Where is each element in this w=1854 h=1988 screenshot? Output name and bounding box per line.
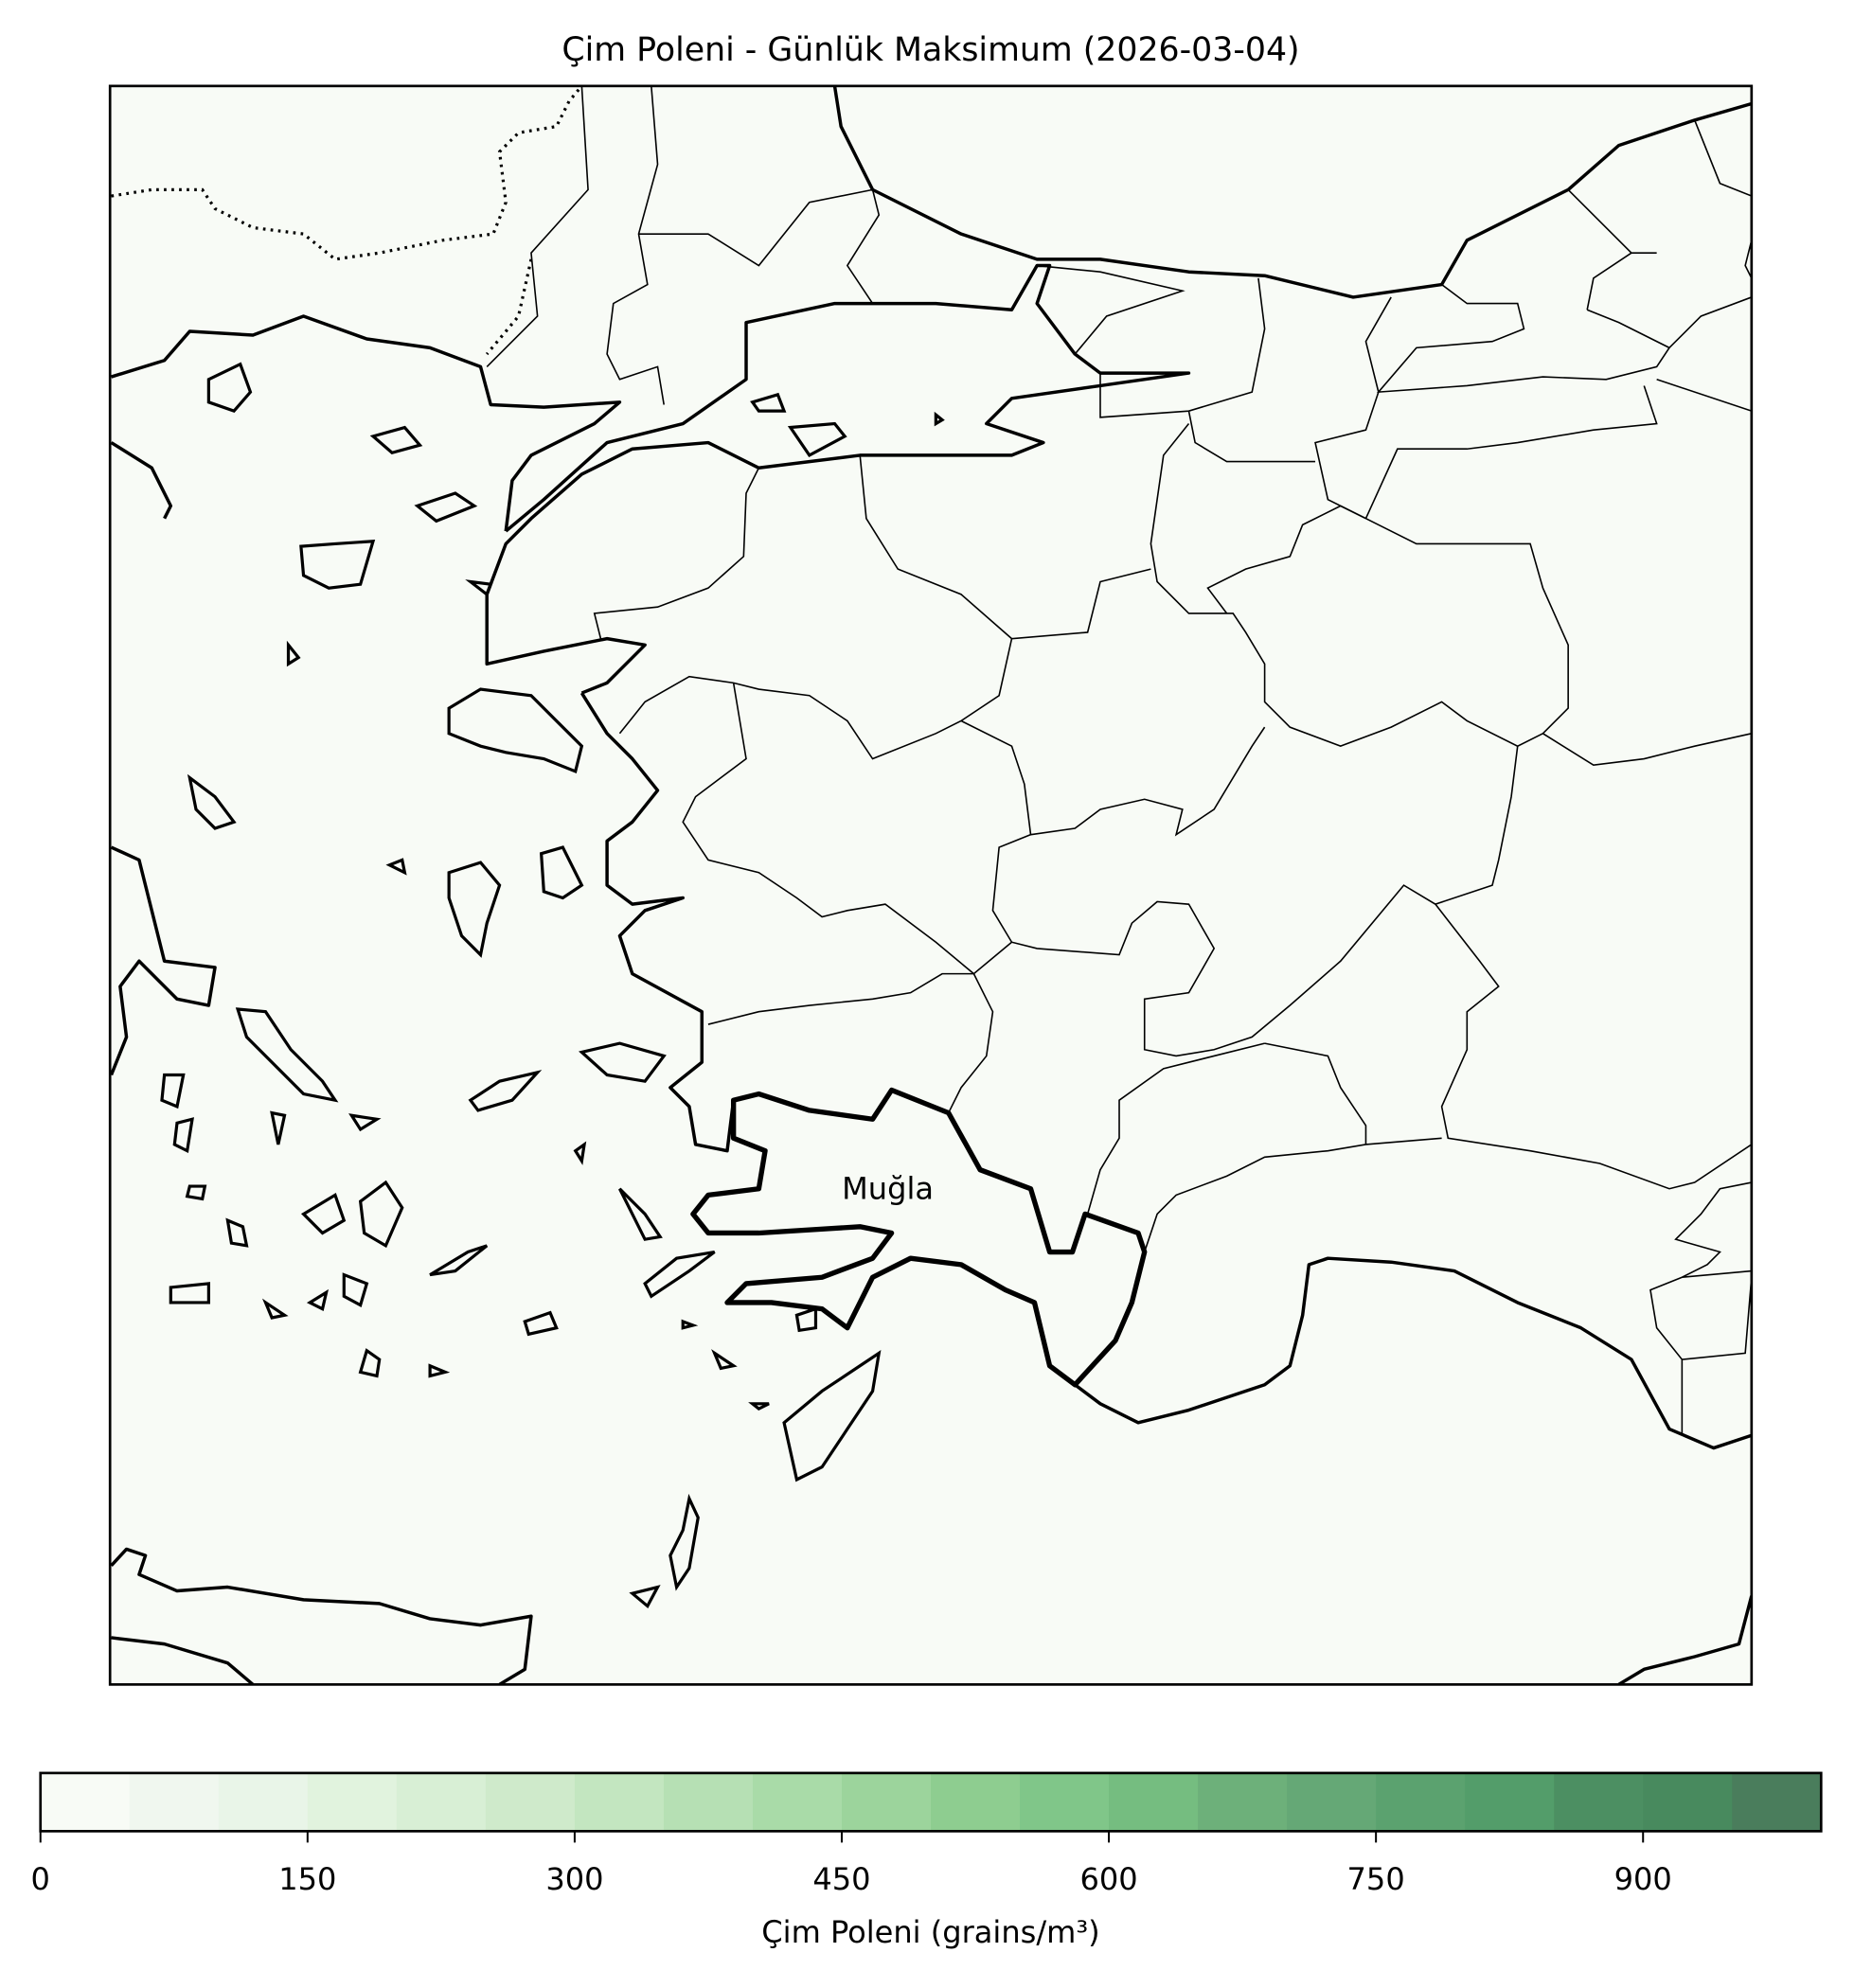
black-sea-coastline	[832, 85, 1752, 299]
colorbar: 0 150 300 450 600 750 900 Çim Poleni (grains/m…	[31, 1771, 1823, 1950]
colorbar-tick-label: 750	[1347, 1861, 1405, 1897]
colorbar-label: Çim Poleni (grains/m³)	[761, 1914, 1099, 1950]
colorbar-bin	[1732, 1772, 1822, 1832]
mediterranean-coastline	[1074, 1256, 1752, 1450]
anatolia-southeast-coast	[1617, 1595, 1752, 1685]
colorbar-tick-label: 900	[1614, 1861, 1672, 1897]
colorbar-bin	[218, 1772, 309, 1832]
crete-coastline	[110, 1547, 533, 1685]
colorbar-tick-label: 0	[31, 1861, 50, 1897]
colorbar-bin	[931, 1772, 1021, 1832]
chart-title: Çim Poleni - Günlük Maksimum (2026-03-04…	[562, 31, 1299, 69]
colorbar-bin	[1465, 1772, 1555, 1832]
map-background	[110, 85, 1752, 1685]
colorbar-bin	[663, 1772, 754, 1832]
colorbar-tick-label: 600	[1079, 1861, 1137, 1897]
islands	[160, 362, 945, 1609]
colorbar-bin	[1376, 1772, 1466, 1832]
colorbar-frame	[39, 1771, 1823, 1833]
marmara-coastline	[485, 263, 1191, 695]
greece-bulgaria-border	[111, 85, 583, 356]
province-borders	[486, 85, 1752, 1436]
colorbar-bin	[307, 1772, 398, 1832]
map-frame	[108, 84, 1754, 1686]
thrace-coastline	[111, 314, 622, 532]
colorbar-bin	[1643, 1772, 1733, 1832]
mugla-boundary	[690, 1087, 1148, 1388]
colorbar-bin	[129, 1772, 220, 1832]
colorbar-tick-label: 450	[812, 1861, 870, 1897]
colorbar-bin	[1198, 1772, 1288, 1832]
colorbar-bin	[1109, 1772, 1199, 1832]
mugla-label: Muğla	[842, 1170, 934, 1206]
map-axes: Muğla	[108, 84, 1754, 1686]
colorbar-tick-label: 150	[278, 1861, 336, 1897]
colorbar-bin	[396, 1772, 487, 1832]
colorbar-bin	[485, 1772, 576, 1832]
colorbar-bin	[40, 1772, 131, 1832]
colorbar-bin	[1554, 1772, 1644, 1832]
aegean-coastline	[579, 692, 736, 1153]
colorbar-bin	[574, 1772, 665, 1832]
colorbar-bin	[1020, 1772, 1110, 1832]
colorbar-bin	[752, 1772, 843, 1832]
colorbar-tick-label: 300	[545, 1861, 603, 1897]
colorbar-bin	[1287, 1772, 1377, 1832]
greece-coastline	[110, 441, 217, 1076]
colorbar-bin	[841, 1772, 932, 1832]
